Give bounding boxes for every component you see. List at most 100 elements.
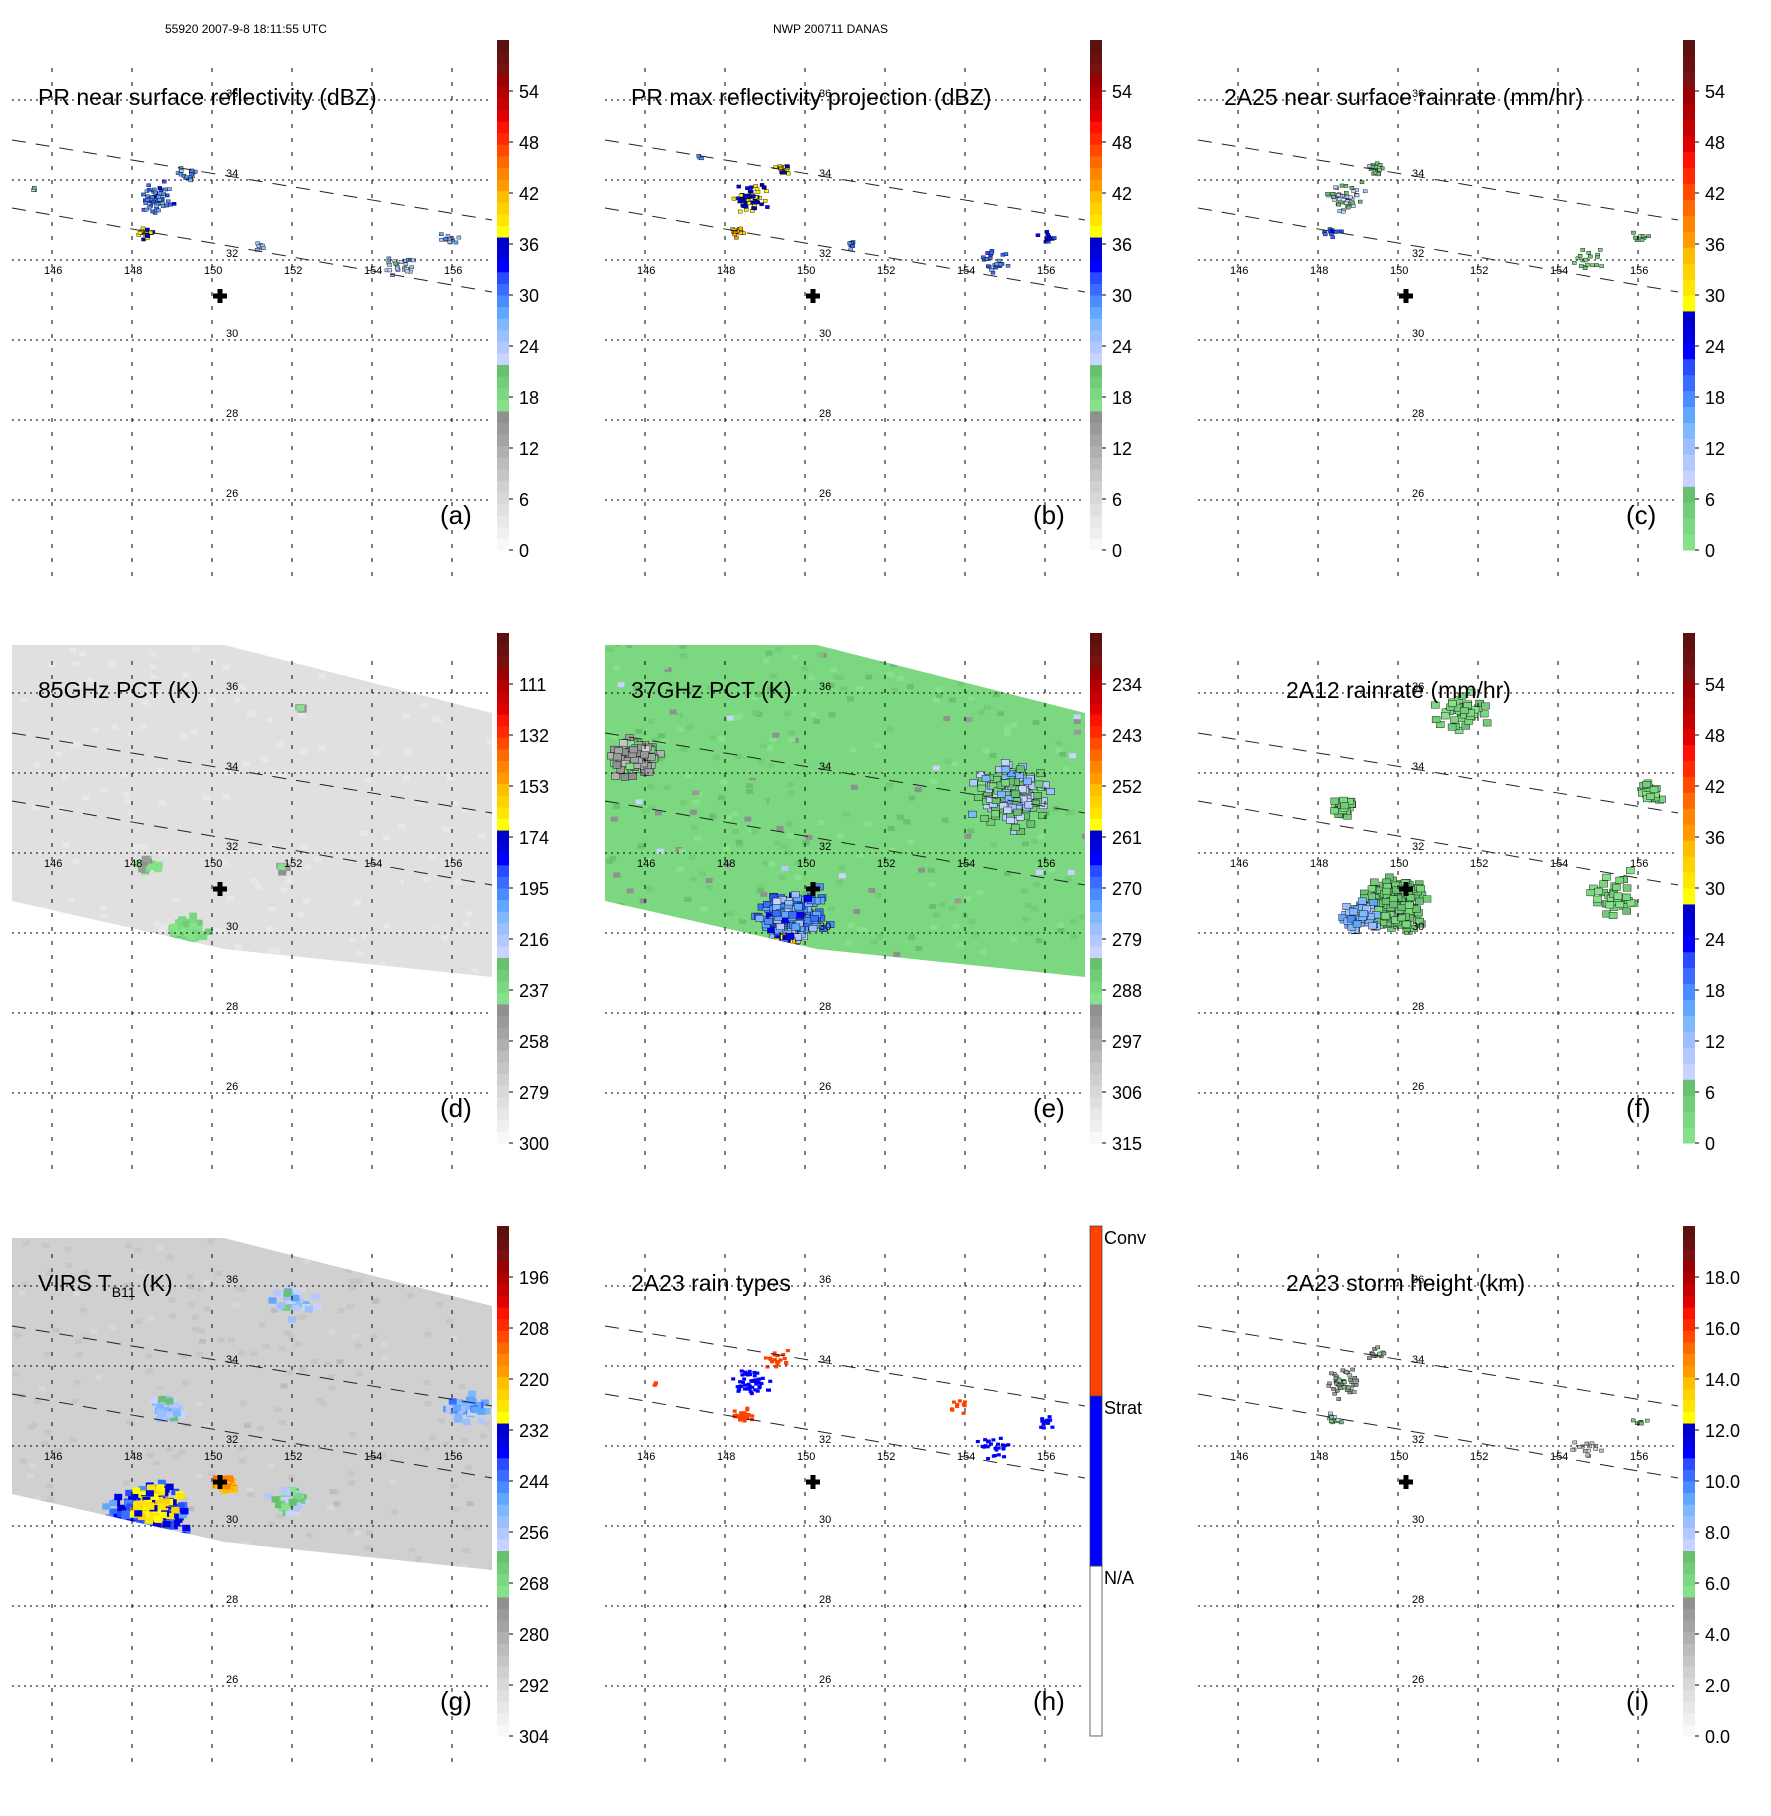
swath-pixel (71, 1398, 79, 1404)
lon-tick-label: 156 (1037, 858, 1055, 870)
swath-pixel (201, 1478, 209, 1484)
swath-pixel (275, 709, 283, 715)
data-pixel (773, 945, 783, 953)
data-pixel (1595, 255, 1600, 259)
swath-pixel (69, 648, 77, 654)
data-pixel (850, 244, 855, 248)
swath-pixel (81, 1269, 89, 1275)
lon-tick-label: 146 (44, 265, 62, 277)
colorbar-step (497, 795, 509, 808)
swath-pixel (1055, 740, 1063, 746)
colorbar-step (497, 74, 509, 87)
swath-pixel (673, 715, 681, 721)
swath-pixel (235, 944, 243, 950)
swath-pixel (249, 979, 256, 984)
swath-pixel (156, 1245, 164, 1251)
swath-pixel (701, 981, 708, 986)
swath-pixel (39, 906, 47, 912)
swath-pixel (96, 1327, 104, 1333)
swath-pixel (685, 773, 693, 779)
swath-pixel (20, 900, 28, 906)
swath-pixel (791, 654, 799, 660)
data-pixel (1367, 892, 1376, 900)
swath-pixel (606, 646, 614, 652)
swath-pixel (172, 1250, 180, 1256)
swath-pixel (637, 645, 645, 646)
swath-pixel (130, 815, 138, 821)
swath-pixel (392, 1251, 400, 1257)
data-pixel (1339, 183, 1345, 188)
data-pixel (157, 186, 163, 190)
swath-pixel (434, 1567, 442, 1570)
data-pixel (1330, 191, 1335, 196)
data-pixel (772, 1353, 777, 1357)
data-pixel (287, 1486, 296, 1494)
colorbar-tick-label: 174 (519, 828, 549, 848)
lat-tick-label: 26 (819, 1081, 831, 1093)
swath-pixel (474, 1585, 481, 1590)
swath-pixel (169, 1313, 177, 1319)
data-pixel (288, 1499, 297, 1506)
swath-pixel (242, 969, 250, 975)
data-pixel (1615, 901, 1625, 908)
swath-pixel (372, 1374, 380, 1380)
data-pixel (755, 190, 761, 194)
data-pixel (747, 1387, 752, 1391)
swath-pixel (265, 919, 273, 925)
data-pixel (653, 1381, 658, 1385)
panel-h: 2A23 rain types (h) 14614815015215415626… (593, 1225, 1183, 1816)
swath-pixel (1052, 806, 1060, 812)
swath-pixel (364, 1269, 372, 1275)
swath-pixel (242, 1395, 250, 1401)
swath-pixel (746, 789, 754, 795)
swath-pixel (885, 784, 893, 790)
swath-pixel (107, 653, 115, 659)
swath-pixel (932, 765, 940, 771)
swath-pixel (40, 1557, 48, 1563)
colorbar-step (1090, 1015, 1102, 1028)
swath-pixel (65, 1546, 73, 1552)
data-pixel (734, 1413, 739, 1417)
swath-pixel (245, 1460, 253, 1466)
swath-pixel (46, 1483, 54, 1489)
colorbar-step (1090, 690, 1102, 704)
data-pixel (744, 195, 750, 200)
swath-pixel (431, 926, 439, 932)
swath-pixel (355, 783, 363, 789)
swath-pixel (375, 1574, 382, 1579)
swath-pixel (688, 854, 696, 860)
cross-v (1403, 289, 1409, 303)
swath-pixel (439, 1580, 446, 1585)
swath-pixel (488, 1566, 492, 1570)
colorbar-step (1090, 1096, 1102, 1109)
data-pixel (1004, 795, 1014, 803)
colorbar-step (1683, 1654, 1695, 1667)
colorbar-step (497, 772, 509, 785)
map-plot: 1461481501521541562628303234363002792582… (11, 633, 549, 1173)
lon-tick-label: 152 (877, 1451, 895, 1463)
colorbar-step (497, 1307, 509, 1320)
data-pixel (152, 187, 157, 192)
swath-pixel (108, 1381, 116, 1387)
swath-pixel (794, 874, 802, 880)
lat-tick-label: 26 (819, 1674, 831, 1686)
swath-pixel (1066, 985, 1073, 990)
swath-pixel (261, 757, 269, 763)
colorbar-step (497, 841, 509, 854)
swath-pixel (837, 833, 845, 839)
data-pixel (625, 762, 635, 770)
swath-pixel (1025, 912, 1033, 918)
lon-tick-label: 148 (124, 858, 142, 870)
swath-pixel (280, 887, 288, 893)
swath-pixel (480, 681, 488, 687)
swath-pixel (238, 1445, 246, 1451)
swath-pixel (434, 845, 442, 851)
swath-pixel (141, 1467, 149, 1473)
swath-pixel (272, 634, 279, 639)
swath-pixel (37, 1291, 45, 1297)
swath-pixel (1004, 870, 1012, 876)
swath-pixel (482, 1421, 490, 1427)
data-pixel (738, 1418, 743, 1422)
